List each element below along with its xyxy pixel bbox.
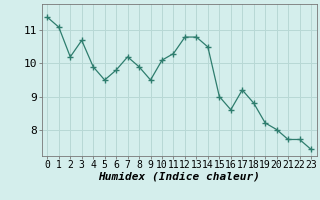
X-axis label: Humidex (Indice chaleur): Humidex (Indice chaleur) — [98, 172, 260, 182]
